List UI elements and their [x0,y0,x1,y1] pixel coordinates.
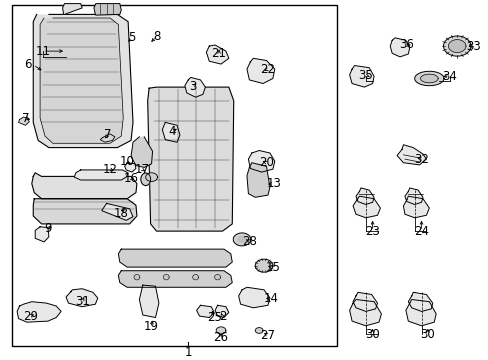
Polygon shape [246,163,269,197]
Text: 20: 20 [259,156,273,169]
Text: 7: 7 [21,112,29,125]
Text: 28: 28 [242,235,256,248]
Polygon shape [407,292,432,311]
Polygon shape [216,327,225,334]
Text: 36: 36 [399,39,413,51]
Polygon shape [233,233,250,246]
Ellipse shape [192,274,198,280]
Bar [12,5,337,346]
Polygon shape [405,300,435,326]
Polygon shape [352,292,377,311]
Text: 24: 24 [413,225,428,238]
Text: 3: 3 [189,80,197,93]
Text: 14: 14 [264,292,278,305]
Polygon shape [246,58,274,84]
Polygon shape [352,196,380,218]
Text: 13: 13 [266,177,281,190]
Polygon shape [139,285,159,318]
Polygon shape [94,4,121,15]
Polygon shape [215,305,228,318]
Polygon shape [237,236,246,243]
Polygon shape [100,134,115,142]
Polygon shape [35,227,49,242]
Polygon shape [17,302,61,322]
Text: 23: 23 [365,225,379,238]
Polygon shape [147,87,233,231]
Polygon shape [74,170,128,180]
Text: 27: 27 [260,329,275,342]
Polygon shape [389,38,409,57]
Polygon shape [33,14,133,148]
Polygon shape [206,45,228,64]
Polygon shape [145,173,157,181]
Text: 12: 12 [102,163,117,176]
Polygon shape [420,74,437,83]
Polygon shape [33,199,137,224]
Ellipse shape [134,274,140,280]
Polygon shape [118,249,232,267]
Text: 1: 1 [184,346,192,359]
Text: 35: 35 [358,69,372,82]
Polygon shape [40,18,123,143]
Polygon shape [414,71,443,86]
Ellipse shape [214,274,220,280]
Polygon shape [396,145,426,165]
Text: 15: 15 [265,261,280,274]
Ellipse shape [163,274,169,280]
Text: 19: 19 [144,320,159,333]
Polygon shape [102,203,133,220]
Text: 5: 5 [128,31,136,44]
Polygon shape [196,305,214,318]
Text: 22: 22 [260,63,275,76]
Polygon shape [62,4,82,14]
Polygon shape [447,40,465,53]
Polygon shape [19,117,29,125]
Text: 4: 4 [168,125,176,138]
Text: 18: 18 [114,207,128,220]
Polygon shape [248,150,274,172]
Text: 33: 33 [465,40,480,53]
Text: 30: 30 [420,328,434,341]
Text: 29: 29 [23,310,38,323]
Text: 11: 11 [36,45,50,58]
Text: 8: 8 [152,30,160,43]
Ellipse shape [141,173,150,186]
Polygon shape [255,328,263,333]
Text: 7: 7 [103,129,111,141]
Text: 26: 26 [213,331,228,344]
Text: 2: 2 [218,310,226,323]
Text: 31: 31 [75,295,89,308]
Polygon shape [131,137,152,167]
Polygon shape [355,188,373,204]
Polygon shape [238,287,269,308]
Text: 17: 17 [134,163,149,176]
Text: 16: 16 [123,172,138,185]
Text: 6: 6 [24,58,32,71]
Polygon shape [32,173,137,199]
Text: 34: 34 [442,70,456,83]
Polygon shape [404,188,422,204]
Text: 21: 21 [211,47,226,60]
Polygon shape [255,259,272,272]
Polygon shape [66,289,98,307]
Text: 10: 10 [120,156,134,168]
Polygon shape [349,300,381,326]
Polygon shape [162,122,180,142]
Text: 9: 9 [44,222,52,235]
Text: 32: 32 [413,153,428,166]
Polygon shape [184,77,205,97]
Polygon shape [118,271,232,287]
Polygon shape [124,163,136,172]
Polygon shape [403,196,428,218]
Text: 25: 25 [206,311,221,324]
Polygon shape [349,66,373,87]
Polygon shape [443,36,470,56]
Text: 30: 30 [365,328,379,341]
